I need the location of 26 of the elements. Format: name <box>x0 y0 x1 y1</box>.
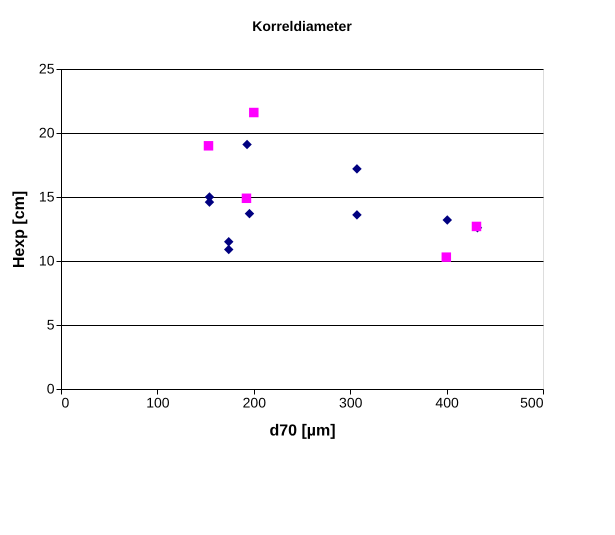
x-tick-label: 500 <box>520 394 544 410</box>
y-tick-label: 25 <box>38 60 55 76</box>
x-tick-label: 400 <box>435 394 459 410</box>
y-tick-label: 10 <box>38 252 55 268</box>
chart-title: Korreldiameter <box>252 18 352 34</box>
point <box>442 252 452 262</box>
x-tick-label: 300 <box>339 394 363 410</box>
y-tick-label: 0 <box>46 380 55 396</box>
x-tick-label: 100 <box>146 394 170 410</box>
point <box>224 244 234 254</box>
x-tick-label: 0 <box>62 394 70 410</box>
point <box>442 215 452 225</box>
point <box>352 210 362 220</box>
y-tick-label: 20 <box>38 124 55 140</box>
point <box>352 164 362 174</box>
x-axis-title: d70 [µm] <box>269 422 336 440</box>
point <box>244 208 254 218</box>
x-tick-label: 200 <box>242 394 266 410</box>
point <box>224 237 234 247</box>
point <box>242 194 252 204</box>
y-tick-label: 15 <box>38 188 55 204</box>
y-tick-label: 5 <box>46 316 55 332</box>
point <box>249 108 259 118</box>
point <box>204 141 214 151</box>
y-axis-title: Hexp [cm] <box>10 190 28 268</box>
point <box>242 140 252 150</box>
